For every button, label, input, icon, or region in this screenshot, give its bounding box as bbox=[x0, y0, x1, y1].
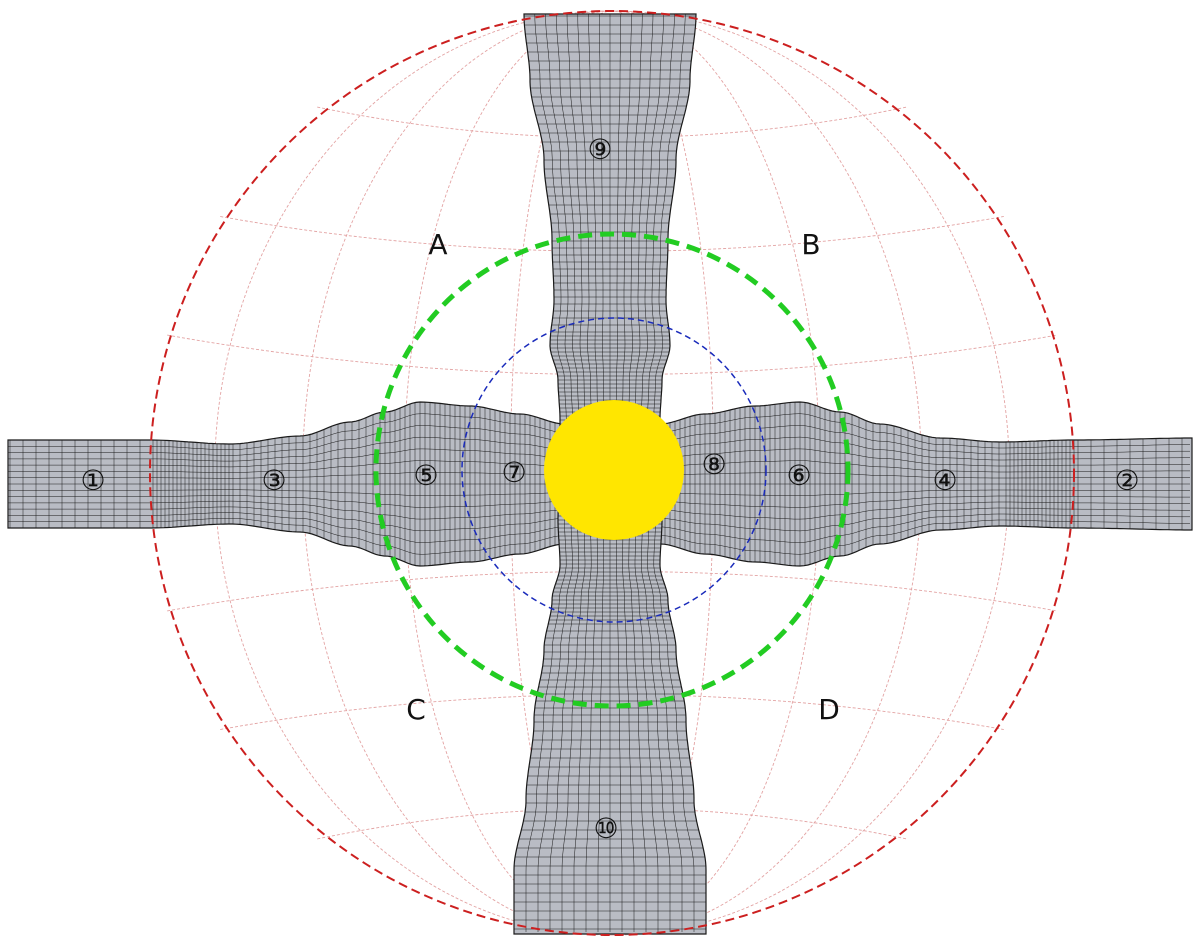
quadrant-label-c: C bbox=[406, 693, 426, 726]
block-label-9: ⑨ bbox=[587, 133, 612, 166]
block-label-3: ③ bbox=[261, 464, 286, 497]
outer-dashed-circle bbox=[149, 10, 1075, 936]
quadrant-label-d: D bbox=[818, 693, 840, 726]
block-label-2: ② bbox=[1114, 464, 1139, 497]
block-label-1: ① bbox=[80, 464, 105, 497]
block-label-7: ⑦ bbox=[501, 456, 526, 489]
center-disc bbox=[544, 400, 684, 540]
inner-dashed-circle bbox=[461, 317, 767, 623]
vertical-mesh-outline bbox=[513, 13, 707, 935]
block-label-8: ⑧ bbox=[701, 448, 726, 481]
block-label-5: ⑤ bbox=[413, 459, 438, 492]
block-label-4: ④ bbox=[932, 464, 957, 497]
block-label-6: ⑥ bbox=[786, 459, 811, 492]
middle-dashed-circle bbox=[373, 231, 851, 709]
quadrant-label-b: B bbox=[801, 228, 820, 261]
block-label-10: ⑩ bbox=[593, 812, 618, 845]
quadrant-label-a: A bbox=[428, 228, 447, 261]
horizontal-mesh-outline bbox=[7, 401, 1193, 567]
